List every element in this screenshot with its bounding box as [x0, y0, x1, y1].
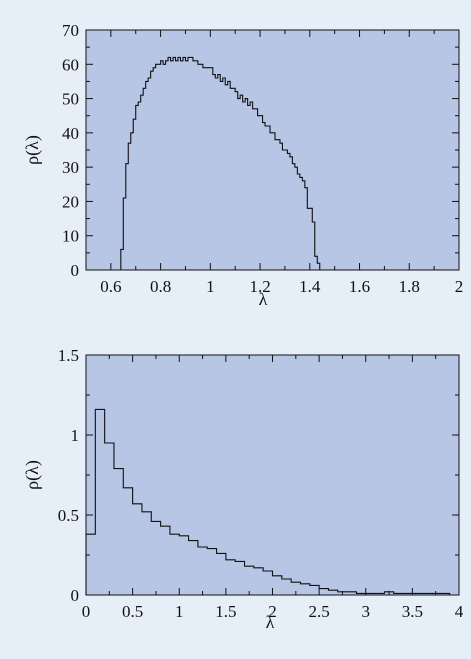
y-tick-label: 70: [62, 21, 79, 40]
x-tick-label: 3.5: [402, 602, 423, 621]
plot-area: [86, 355, 459, 595]
x-tick-label: 1: [175, 602, 184, 621]
y-tick-label: 40: [62, 124, 79, 143]
x-tick-label: 1.5: [215, 602, 236, 621]
x-tick-label: 0.6: [100, 277, 121, 296]
x-tick-label: 0.5: [122, 602, 143, 621]
y-tick-label: 20: [62, 192, 79, 211]
x-tick-label: 1.2: [249, 277, 270, 296]
y-tick-label: 1.5: [58, 346, 79, 365]
histogram-series-line: [85, 408, 451, 595]
x-tick-label: 2: [268, 602, 277, 621]
chart-bottom: 0 0.5 1 1.5 2 2.5 3 3.5 4 0 0.5 1 1.5 λ ρ(λ): [22, 346, 464, 632]
y-tick-label: 0: [71, 261, 80, 280]
x-tick-label: 1.8: [399, 277, 420, 296]
y-tick-label: 1: [71, 426, 80, 445]
x-tick-label: 1: [206, 277, 215, 296]
x-axis-label: λ: [266, 612, 275, 632]
y-tick-label: 60: [62, 55, 79, 74]
y-tick-label: 30: [62, 158, 79, 177]
x-tick-label: 4: [455, 602, 464, 621]
x-tick-label: 1.4: [299, 277, 321, 296]
x-tick-label: 1.6: [349, 277, 370, 296]
histogram-series-line: [120, 56, 321, 270]
x-tick-label: 2: [455, 277, 464, 296]
x-tick-label: 0: [82, 602, 91, 621]
x-tick-label: 2.5: [309, 602, 330, 621]
y-tick-label: 0.5: [58, 506, 79, 525]
y-tick-label: 50: [62, 90, 79, 109]
x-tick-label: 0.8: [150, 277, 171, 296]
y-axis-label: ρ(λ): [22, 460, 43, 490]
plot-area: [86, 30, 459, 270]
y-tick-label: 0: [71, 586, 80, 605]
y-tick-label: 10: [62, 227, 79, 246]
y-axis-label: ρ(λ): [22, 135, 43, 165]
x-tick-label: 3: [362, 602, 371, 621]
x-axis-label: λ: [259, 289, 268, 309]
